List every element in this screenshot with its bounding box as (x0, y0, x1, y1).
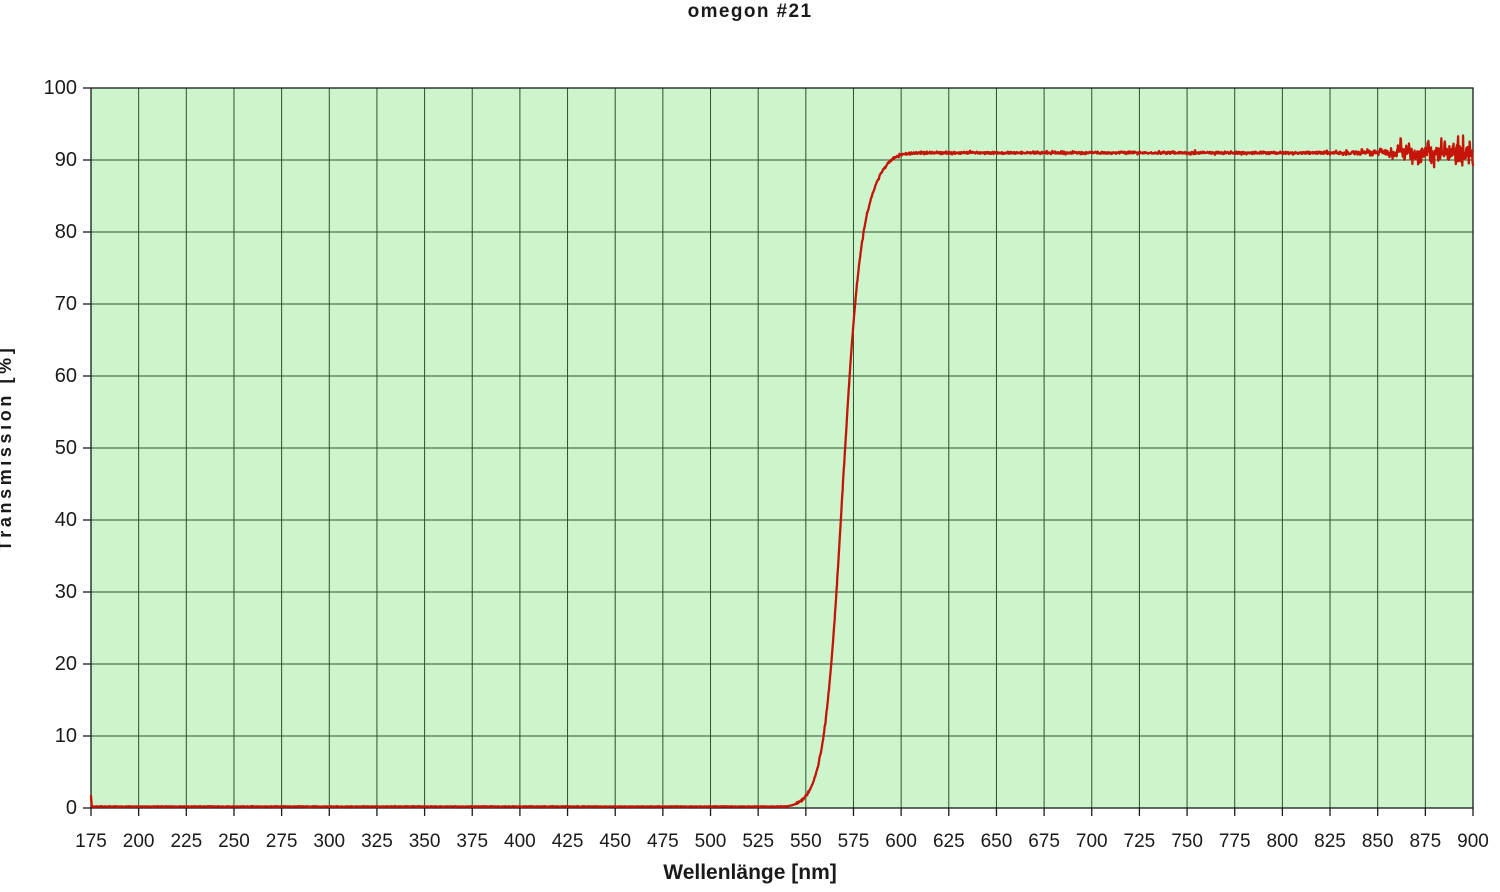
svg-text:675: 675 (1028, 831, 1060, 852)
svg-text:900: 900 (1457, 831, 1489, 852)
svg-text:700: 700 (1076, 831, 1108, 852)
svg-text:0: 0 (66, 797, 77, 819)
svg-text:350: 350 (409, 831, 441, 852)
svg-text:800: 800 (1267, 831, 1299, 852)
svg-text:450: 450 (599, 831, 631, 852)
svg-text:60: 60 (55, 365, 77, 387)
svg-text:375: 375 (456, 831, 488, 852)
svg-text:500: 500 (695, 831, 727, 852)
svg-text:750: 750 (1171, 831, 1203, 852)
svg-text:550: 550 (790, 831, 822, 852)
svg-text:650: 650 (981, 831, 1013, 852)
svg-text:40: 40 (55, 509, 77, 531)
svg-text:175: 175 (75, 831, 107, 852)
svg-text:70: 70 (55, 293, 77, 315)
svg-text:325: 325 (361, 831, 393, 852)
svg-text:90: 90 (55, 149, 77, 171)
svg-text:625: 625 (933, 831, 965, 852)
svg-text:250: 250 (218, 831, 250, 852)
svg-text:425: 425 (552, 831, 584, 852)
svg-text:30: 30 (55, 581, 77, 603)
svg-text:400: 400 (504, 831, 536, 852)
svg-text:20: 20 (55, 653, 77, 675)
svg-text:725: 725 (1124, 831, 1156, 852)
svg-text:825: 825 (1314, 831, 1346, 852)
svg-text:575: 575 (838, 831, 870, 852)
svg-text:775: 775 (1219, 831, 1251, 852)
svg-text:100: 100 (44, 77, 77, 99)
svg-text:225: 225 (170, 831, 202, 852)
svg-text:525: 525 (742, 831, 774, 852)
svg-text:80: 80 (55, 221, 77, 243)
svg-text:200: 200 (123, 831, 155, 852)
svg-text:275: 275 (266, 831, 298, 852)
svg-text:10: 10 (55, 725, 77, 747)
svg-text:875: 875 (1409, 831, 1441, 852)
svg-text:850: 850 (1362, 831, 1394, 852)
svg-text:475: 475 (647, 831, 679, 852)
svg-text:300: 300 (313, 831, 345, 852)
svg-text:600: 600 (885, 831, 917, 852)
svg-text:50: 50 (55, 437, 77, 459)
